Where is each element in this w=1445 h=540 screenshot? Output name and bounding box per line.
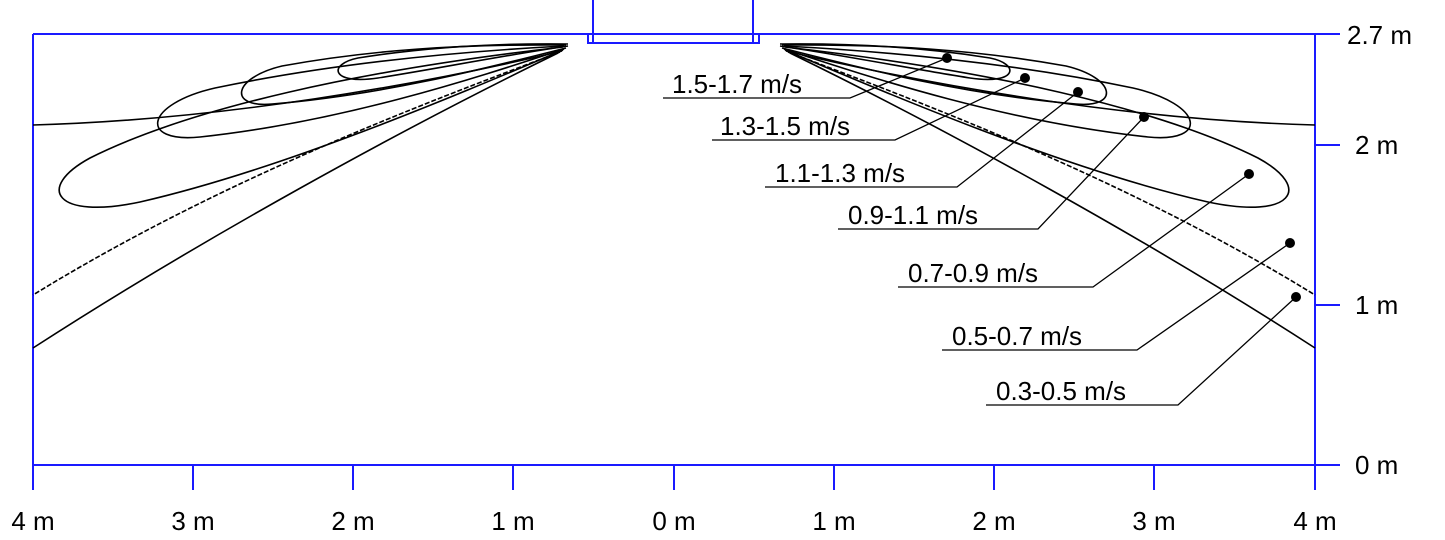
contour-1-1-left — [157, 45, 565, 139]
callout-leader — [942, 242, 1291, 351]
x-tick-label: 2 m — [972, 506, 1015, 536]
contour-0-5-left — [32, 51, 561, 296]
velocity-band-label: 1.5-1.7 m/s — [672, 69, 802, 99]
contour-0-9-left — [58, 46, 564, 208]
contour-0-7-left — [32, 50, 563, 126]
y-tick-label: 1 m — [1355, 290, 1398, 320]
y-tick-label: 0 m — [1355, 450, 1398, 480]
velocity-callouts: 1.5-1.7 m/s 1.3-1.5 m/s 1.1-1.3 m/s 0.9-… — [663, 53, 1301, 406]
contours-left — [32, 43, 569, 349]
y-tick-label: 2 m — [1355, 130, 1398, 160]
callout-0-7-0-9: 0.7-0.9 m/s — [898, 169, 1254, 288]
x-tick-label: 3 m — [171, 506, 214, 536]
callout-0-5-0-7: 0.5-0.7 m/s — [942, 238, 1295, 351]
y-axis-ticks — [1315, 33, 1340, 466]
ceiling-diffuser — [587, 0, 760, 44]
x-axis-ticks — [32, 465, 1316, 490]
callout-leader — [986, 296, 1297, 406]
x-tick-label: 3 m — [1132, 506, 1175, 536]
callout-1-3-1-5: 1.3-1.5 m/s — [712, 73, 1030, 141]
callout-leader — [712, 77, 1026, 141]
callout-0-3-0-5: 0.3-0.5 m/s — [986, 292, 1301, 406]
velocity-band-label: 1.3-1.5 m/s — [720, 111, 850, 141]
x-tick-label: 4 m — [11, 506, 54, 536]
callout-leader — [838, 116, 1145, 230]
contours-right — [779, 43, 1316, 349]
callout-0-9-1-1: 0.9-1.1 m/s — [838, 112, 1149, 230]
diffuser-face — [587, 33, 760, 44]
contour-0-3-left — [32, 52, 559, 349]
callout-leader — [663, 57, 948, 99]
velocity-band-label: 1.1-1.3 m/s — [775, 158, 905, 188]
x-tick-label: 1 m — [491, 506, 534, 536]
x-axis-tick-labels: 4 m 3 m 2 m 1 m 0 m 1 m 2 m 3 m 4 m — [11, 506, 1336, 536]
x-tick-label: 4 m — [1293, 506, 1336, 536]
callout-1-5-1-7: 1.5-1.7 m/s — [663, 53, 952, 99]
callout-leader — [765, 91, 1079, 188]
x-tick-label: 1 m — [812, 506, 855, 536]
y-tick-label: 2.7 m — [1347, 20, 1412, 50]
velocity-band-label: 0.9-1.1 m/s — [848, 200, 978, 230]
velocity-band-label: 0.5-0.7 m/s — [952, 321, 1082, 351]
velocity-band-label: 0.3-0.5 m/s — [996, 376, 1126, 406]
y-axis-tick-labels: 0 m 1 m 2 m 2.7 m — [1347, 20, 1412, 480]
x-tick-label: 2 m — [331, 506, 374, 536]
callout-1-1-1-3: 1.1-1.3 m/s — [765, 87, 1083, 188]
velocity-band-label: 0.7-0.9 m/s — [908, 258, 1038, 288]
x-tick-label: 0 m — [652, 506, 695, 536]
callout-leader — [898, 173, 1250, 288]
